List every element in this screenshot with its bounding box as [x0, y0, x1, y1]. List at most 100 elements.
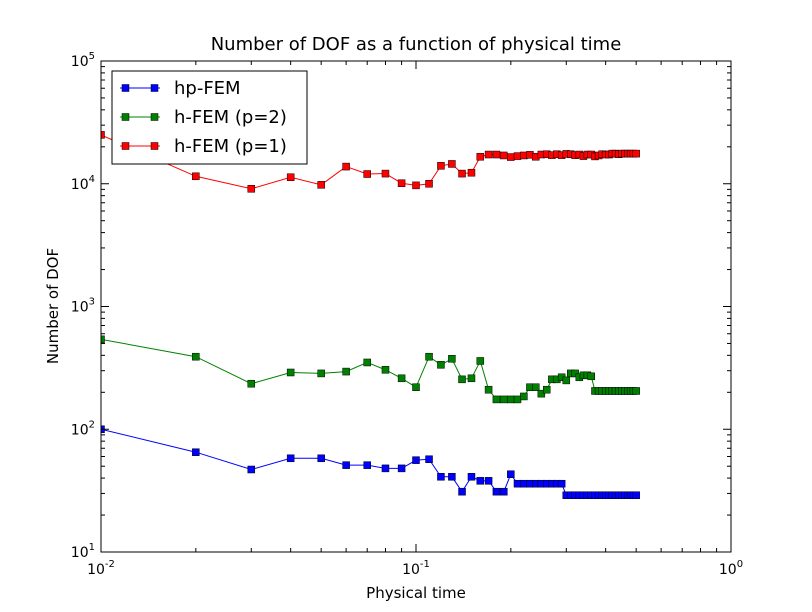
- data-point-h-fem-p-1: [381, 169, 390, 178]
- legend: hp-FEM h-FEM (p=2) h-FEM (p=1): [111, 70, 308, 165]
- data-point-h-fem-p-2: [437, 361, 445, 369]
- data-point-h-fem-p-2: [562, 376, 571, 385]
- data-point-hp-fem: [192, 448, 200, 456]
- data-point-h-fem-p-1: [101, 131, 105, 139]
- data-point-h-fem-p-1: [467, 168, 476, 177]
- data-point-hp-fem: [448, 473, 456, 481]
- legend-marker-hp-fem: [121, 84, 130, 92]
- data-point-h-fem-p-2: [317, 369, 325, 378]
- y-tick-label: 101: [71, 542, 95, 561]
- data-point-h-fem-p-2: [397, 374, 406, 383]
- legend-marker-h-fem-p1: [150, 142, 159, 150]
- y-tick-label: 104: [71, 174, 95, 193]
- data-point-h-fem-p-2: [342, 367, 350, 376]
- data-point-h-fem-p-1: [342, 162, 350, 171]
- data-point-h-fem-p-1: [632, 149, 640, 158]
- data-point-h-fem-p-1: [500, 151, 508, 160]
- legend-marker-hp-fem: [150, 84, 159, 92]
- series-hp-fem: [101, 425, 640, 499]
- data-point-hp-fem: [363, 461, 371, 469]
- legend-label-h-fem-p2: h-FEM (p=2): [174, 107, 287, 128]
- data-point-h-fem-p-2: [492, 395, 501, 404]
- y-tick-label: 102: [71, 419, 95, 438]
- data-point-h-fem-p-1: [437, 162, 445, 170]
- data-point-hp-fem: [513, 479, 522, 488]
- legend-label-hp-fem: hp-FEM: [174, 78, 241, 99]
- data-point-h-fem-p-1: [412, 181, 420, 190]
- y-axis-title: Number of DOF: [44, 248, 62, 364]
- data-point-hp-fem: [317, 454, 325, 463]
- data-point-hp-fem: [632, 491, 640, 499]
- data-point-h-fem-p-2: [542, 385, 551, 394]
- y-tick-label: 103: [71, 297, 95, 316]
- x-tick-label: 10-1: [402, 559, 430, 578]
- data-point-h-fem-p-2: [513, 395, 522, 404]
- data-point-hp-fem: [484, 477, 493, 485]
- legend-marker-h-fem-p2: [121, 113, 130, 121]
- data-point-h-fem-p-2: [412, 383, 420, 391]
- data-point-h-fem-p-2: [476, 357, 485, 365]
- data-point-h-fem-p-1: [448, 160, 456, 168]
- data-point-h-fem-p-2: [286, 368, 295, 377]
- x-tick-label: 100: [719, 559, 743, 578]
- data-point-hp-fem: [500, 487, 508, 496]
- data-point-h-fem-p-1: [513, 152, 522, 160]
- data-point-h-fem-p-1: [484, 150, 493, 159]
- data-point-hp-fem: [507, 470, 515, 478]
- chart-title: Number of DOF as a function of physical …: [211, 34, 622, 55]
- data-point-h-fem-p-2: [247, 379, 256, 388]
- y-tick-label: 105: [71, 51, 95, 70]
- legend-entry-hp-fem: hp-FEM: [120, 78, 241, 99]
- data-point-h-fem-p-1: [363, 170, 371, 178]
- legend-entry-h-fem-p1: h-FEM (p=1): [120, 136, 287, 157]
- series-layer: [101, 131, 640, 499]
- data-point-h-fem-p-1: [507, 153, 515, 161]
- data-point-h-fem-p-2: [587, 372, 595, 381]
- data-point-hp-fem: [467, 473, 476, 481]
- data-point-h-fem-p-2: [458, 375, 466, 384]
- data-point-hp-fem: [476, 477, 485, 485]
- data-point-h-fem-p-2: [632, 387, 640, 395]
- data-point-h-fem-p-2: [192, 352, 200, 361]
- data-point-h-fem-p-2: [571, 369, 579, 378]
- data-point-h-fem-p-2: [500, 395, 508, 404]
- data-point-hp-fem: [342, 461, 350, 469]
- data-point-h-fem-p-2: [537, 389, 546, 398]
- data-point-hp-fem: [557, 479, 566, 488]
- series-h-fem-p-1: [101, 131, 640, 193]
- x-axis-title: Physical time: [366, 584, 466, 602]
- data-point-h-fem-p-1: [476, 152, 485, 161]
- data-point-h-fem-p-2: [363, 358, 371, 367]
- data-point-h-fem-p-1: [247, 185, 256, 193]
- data-point-h-fem-p-1: [425, 180, 433, 188]
- data-point-hp-fem: [412, 456, 420, 464]
- data-point-h-fem-p-2: [381, 366, 390, 374]
- data-point-h-fem-p-2: [484, 385, 493, 394]
- legend-entry-h-fem-p2: h-FEM (p=2): [120, 107, 287, 128]
- data-point-hp-fem: [437, 473, 445, 481]
- data-point-h-fem-p-1: [492, 150, 501, 159]
- series-h-fem-p-2: [101, 335, 640, 404]
- data-point-h-fem-p-2: [101, 335, 105, 344]
- data-point-h-fem-p-2: [520, 392, 528, 401]
- data-point-h-fem-p-1: [317, 181, 325, 189]
- data-point-h-fem-p-2: [532, 383, 540, 391]
- data-point-hp-fem: [247, 465, 256, 474]
- data-point-h-fem-p-2: [507, 395, 515, 404]
- data-point-hp-fem: [458, 487, 466, 496]
- data-point-hp-fem: [286, 454, 295, 463]
- data-point-h-fem-p-2: [467, 374, 476, 383]
- data-point-h-fem-p-1: [458, 169, 466, 178]
- data-point-h-fem-p-1: [192, 172, 200, 181]
- data-point-hp-fem: [425, 455, 433, 463]
- data-point-h-fem-p-2: [448, 355, 456, 363]
- legend-marker-h-fem-p1: [121, 142, 130, 150]
- data-point-hp-fem: [397, 464, 406, 473]
- legend-label-h-fem-p1: h-FEM (p=1): [174, 136, 287, 157]
- legend-marker-h-fem-p2: [150, 113, 159, 121]
- data-point-hp-fem: [492, 487, 501, 496]
- plot-frame: [100, 60, 732, 553]
- data-point-h-fem-p-1: [286, 173, 295, 181]
